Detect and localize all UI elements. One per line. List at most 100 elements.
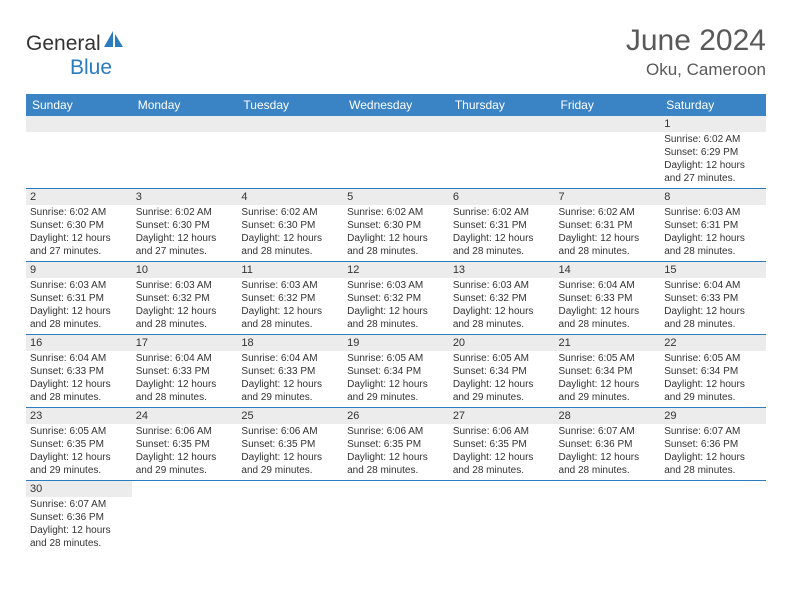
day-content-cell: Sunrise: 6:03 AMSunset: 6:32 PMDaylight:… (343, 278, 449, 335)
day-number-cell: 7 (555, 189, 661, 206)
daylight-text-2: and 28 minutes. (241, 245, 339, 258)
day-content: Sunrise: 6:02 AMSunset: 6:30 PMDaylight:… (26, 205, 132, 261)
sunrise-text: Sunrise: 6:03 AM (30, 279, 128, 292)
daylight-text-1: Daylight: 12 hours (30, 451, 128, 464)
calendar-body: 1Sunrise: 6:02 AMSunset: 6:29 PMDaylight… (26, 116, 766, 553)
daylight-text-2: and 28 minutes. (453, 245, 551, 258)
day-number-cell (132, 116, 238, 132)
day-content: Sunrise: 6:03 AMSunset: 6:32 PMDaylight:… (449, 278, 555, 334)
sunset-text: Sunset: 6:36 PM (559, 438, 657, 451)
sunset-text: Sunset: 6:31 PM (453, 219, 551, 232)
daylight-text-1: Daylight: 12 hours (241, 378, 339, 391)
daylight-text-1: Daylight: 12 hours (453, 305, 551, 318)
day-content-cell: Sunrise: 6:05 AMSunset: 6:34 PMDaylight:… (449, 351, 555, 408)
day-content: Sunrise: 6:03 AMSunset: 6:32 PMDaylight:… (132, 278, 238, 334)
day-content: Sunrise: 6:04 AMSunset: 6:33 PMDaylight:… (26, 351, 132, 407)
day-content: Sunrise: 6:07 AMSunset: 6:36 PMDaylight:… (26, 497, 132, 553)
sunrise-text: Sunrise: 6:07 AM (559, 425, 657, 438)
day-content: Sunrise: 6:03 AMSunset: 6:31 PMDaylight:… (26, 278, 132, 334)
week-content-row: Sunrise: 6:02 AMSunset: 6:30 PMDaylight:… (26, 205, 766, 262)
daylight-text-1: Daylight: 12 hours (453, 378, 551, 391)
sunset-text: Sunset: 6:33 PM (559, 292, 657, 305)
title-block: June 2024 Oku, Cameroon (626, 24, 766, 80)
week-number-row: 2345678 (26, 189, 766, 206)
week-content-row: Sunrise: 6:02 AMSunset: 6:29 PMDaylight:… (26, 132, 766, 189)
day-number-cell (555, 481, 661, 498)
day-number-cell: 14 (555, 262, 661, 279)
day-content-cell (343, 497, 449, 553)
sunrise-text: Sunrise: 6:06 AM (136, 425, 234, 438)
daylight-text-2: and 28 minutes. (30, 318, 128, 331)
sunrise-text: Sunrise: 6:05 AM (347, 352, 445, 365)
daylight-text-1: Daylight: 12 hours (559, 232, 657, 245)
day-number-cell (449, 116, 555, 132)
sunrise-text: Sunrise: 6:07 AM (30, 498, 128, 511)
day-content-cell: Sunrise: 6:02 AMSunset: 6:29 PMDaylight:… (660, 132, 766, 189)
sunset-text: Sunset: 6:35 PM (347, 438, 445, 451)
calendar-page: General June 2024 Oku, Cameroon Blue Sun… (0, 0, 792, 577)
daylight-text-1: Daylight: 12 hours (664, 305, 762, 318)
sunset-text: Sunset: 6:36 PM (30, 511, 128, 524)
day-number-cell: 9 (26, 262, 132, 279)
day-content-cell: Sunrise: 6:04 AMSunset: 6:33 PMDaylight:… (660, 278, 766, 335)
day-header-monday: Monday (132, 94, 238, 116)
sunrise-text: Sunrise: 6:02 AM (241, 206, 339, 219)
day-number-cell (660, 481, 766, 498)
daylight-text-1: Daylight: 12 hours (30, 232, 128, 245)
day-content-cell: Sunrise: 6:03 AMSunset: 6:32 PMDaylight:… (237, 278, 343, 335)
day-content-cell (132, 497, 238, 553)
day-number-cell: 6 (449, 189, 555, 206)
sunrise-text: Sunrise: 6:07 AM (664, 425, 762, 438)
day-number-cell: 8 (660, 189, 766, 206)
day-content-cell (660, 497, 766, 553)
week-content-row: Sunrise: 6:07 AMSunset: 6:36 PMDaylight:… (26, 497, 766, 553)
day-content-cell: Sunrise: 6:03 AMSunset: 6:32 PMDaylight:… (132, 278, 238, 335)
sunset-text: Sunset: 6:35 PM (241, 438, 339, 451)
day-number-cell (132, 481, 238, 498)
sunrise-text: Sunrise: 6:04 AM (136, 352, 234, 365)
sunset-text: Sunset: 6:33 PM (30, 365, 128, 378)
sunrise-text: Sunrise: 6:02 AM (453, 206, 551, 219)
day-content: Sunrise: 6:03 AMSunset: 6:32 PMDaylight:… (237, 278, 343, 334)
day-content-cell: Sunrise: 6:06 AMSunset: 6:35 PMDaylight:… (449, 424, 555, 481)
sunset-text: Sunset: 6:36 PM (664, 438, 762, 451)
day-header-row: Sunday Monday Tuesday Wednesday Thursday… (26, 94, 766, 116)
day-number-cell (343, 481, 449, 498)
day-content-cell: Sunrise: 6:07 AMSunset: 6:36 PMDaylight:… (26, 497, 132, 553)
sunrise-text: Sunrise: 6:06 AM (347, 425, 445, 438)
day-content-cell: Sunrise: 6:07 AMSunset: 6:36 PMDaylight:… (660, 424, 766, 481)
day-content-cell: Sunrise: 6:04 AMSunset: 6:33 PMDaylight:… (26, 351, 132, 408)
daylight-text-2: and 28 minutes. (453, 318, 551, 331)
day-content-cell: Sunrise: 6:05 AMSunset: 6:35 PMDaylight:… (26, 424, 132, 481)
day-header-friday: Friday (555, 94, 661, 116)
daylight-text-2: and 29 minutes. (664, 391, 762, 404)
day-number-cell (555, 116, 661, 132)
day-content: Sunrise: 6:02 AMSunset: 6:31 PMDaylight:… (449, 205, 555, 261)
daylight-text-2: and 28 minutes. (453, 464, 551, 477)
day-content: Sunrise: 6:05 AMSunset: 6:34 PMDaylight:… (660, 351, 766, 407)
daylight-text-1: Daylight: 12 hours (136, 451, 234, 464)
day-content-cell (237, 497, 343, 553)
daylight-text-2: and 28 minutes. (347, 318, 445, 331)
week-number-row: 1 (26, 116, 766, 132)
day-number-cell: 27 (449, 408, 555, 425)
day-number-cell: 21 (555, 335, 661, 352)
sunset-text: Sunset: 6:34 PM (664, 365, 762, 378)
daylight-text-1: Daylight: 12 hours (559, 378, 657, 391)
day-content: Sunrise: 6:05 AMSunset: 6:34 PMDaylight:… (449, 351, 555, 407)
day-number-cell: 3 (132, 189, 238, 206)
daylight-text-2: and 29 minutes. (136, 464, 234, 477)
daylight-text-1: Daylight: 12 hours (347, 232, 445, 245)
day-content-cell: Sunrise: 6:07 AMSunset: 6:36 PMDaylight:… (555, 424, 661, 481)
day-content: Sunrise: 6:06 AMSunset: 6:35 PMDaylight:… (343, 424, 449, 480)
daylight-text-2: and 28 minutes. (30, 391, 128, 404)
day-content: Sunrise: 6:05 AMSunset: 6:35 PMDaylight:… (26, 424, 132, 480)
day-number-cell: 18 (237, 335, 343, 352)
day-content-cell (449, 497, 555, 553)
day-content: Sunrise: 6:05 AMSunset: 6:34 PMDaylight:… (343, 351, 449, 407)
sunrise-text: Sunrise: 6:02 AM (347, 206, 445, 219)
day-content-cell (237, 132, 343, 189)
day-header-tuesday: Tuesday (237, 94, 343, 116)
day-number-cell: 5 (343, 189, 449, 206)
daylight-text-2: and 28 minutes. (559, 318, 657, 331)
